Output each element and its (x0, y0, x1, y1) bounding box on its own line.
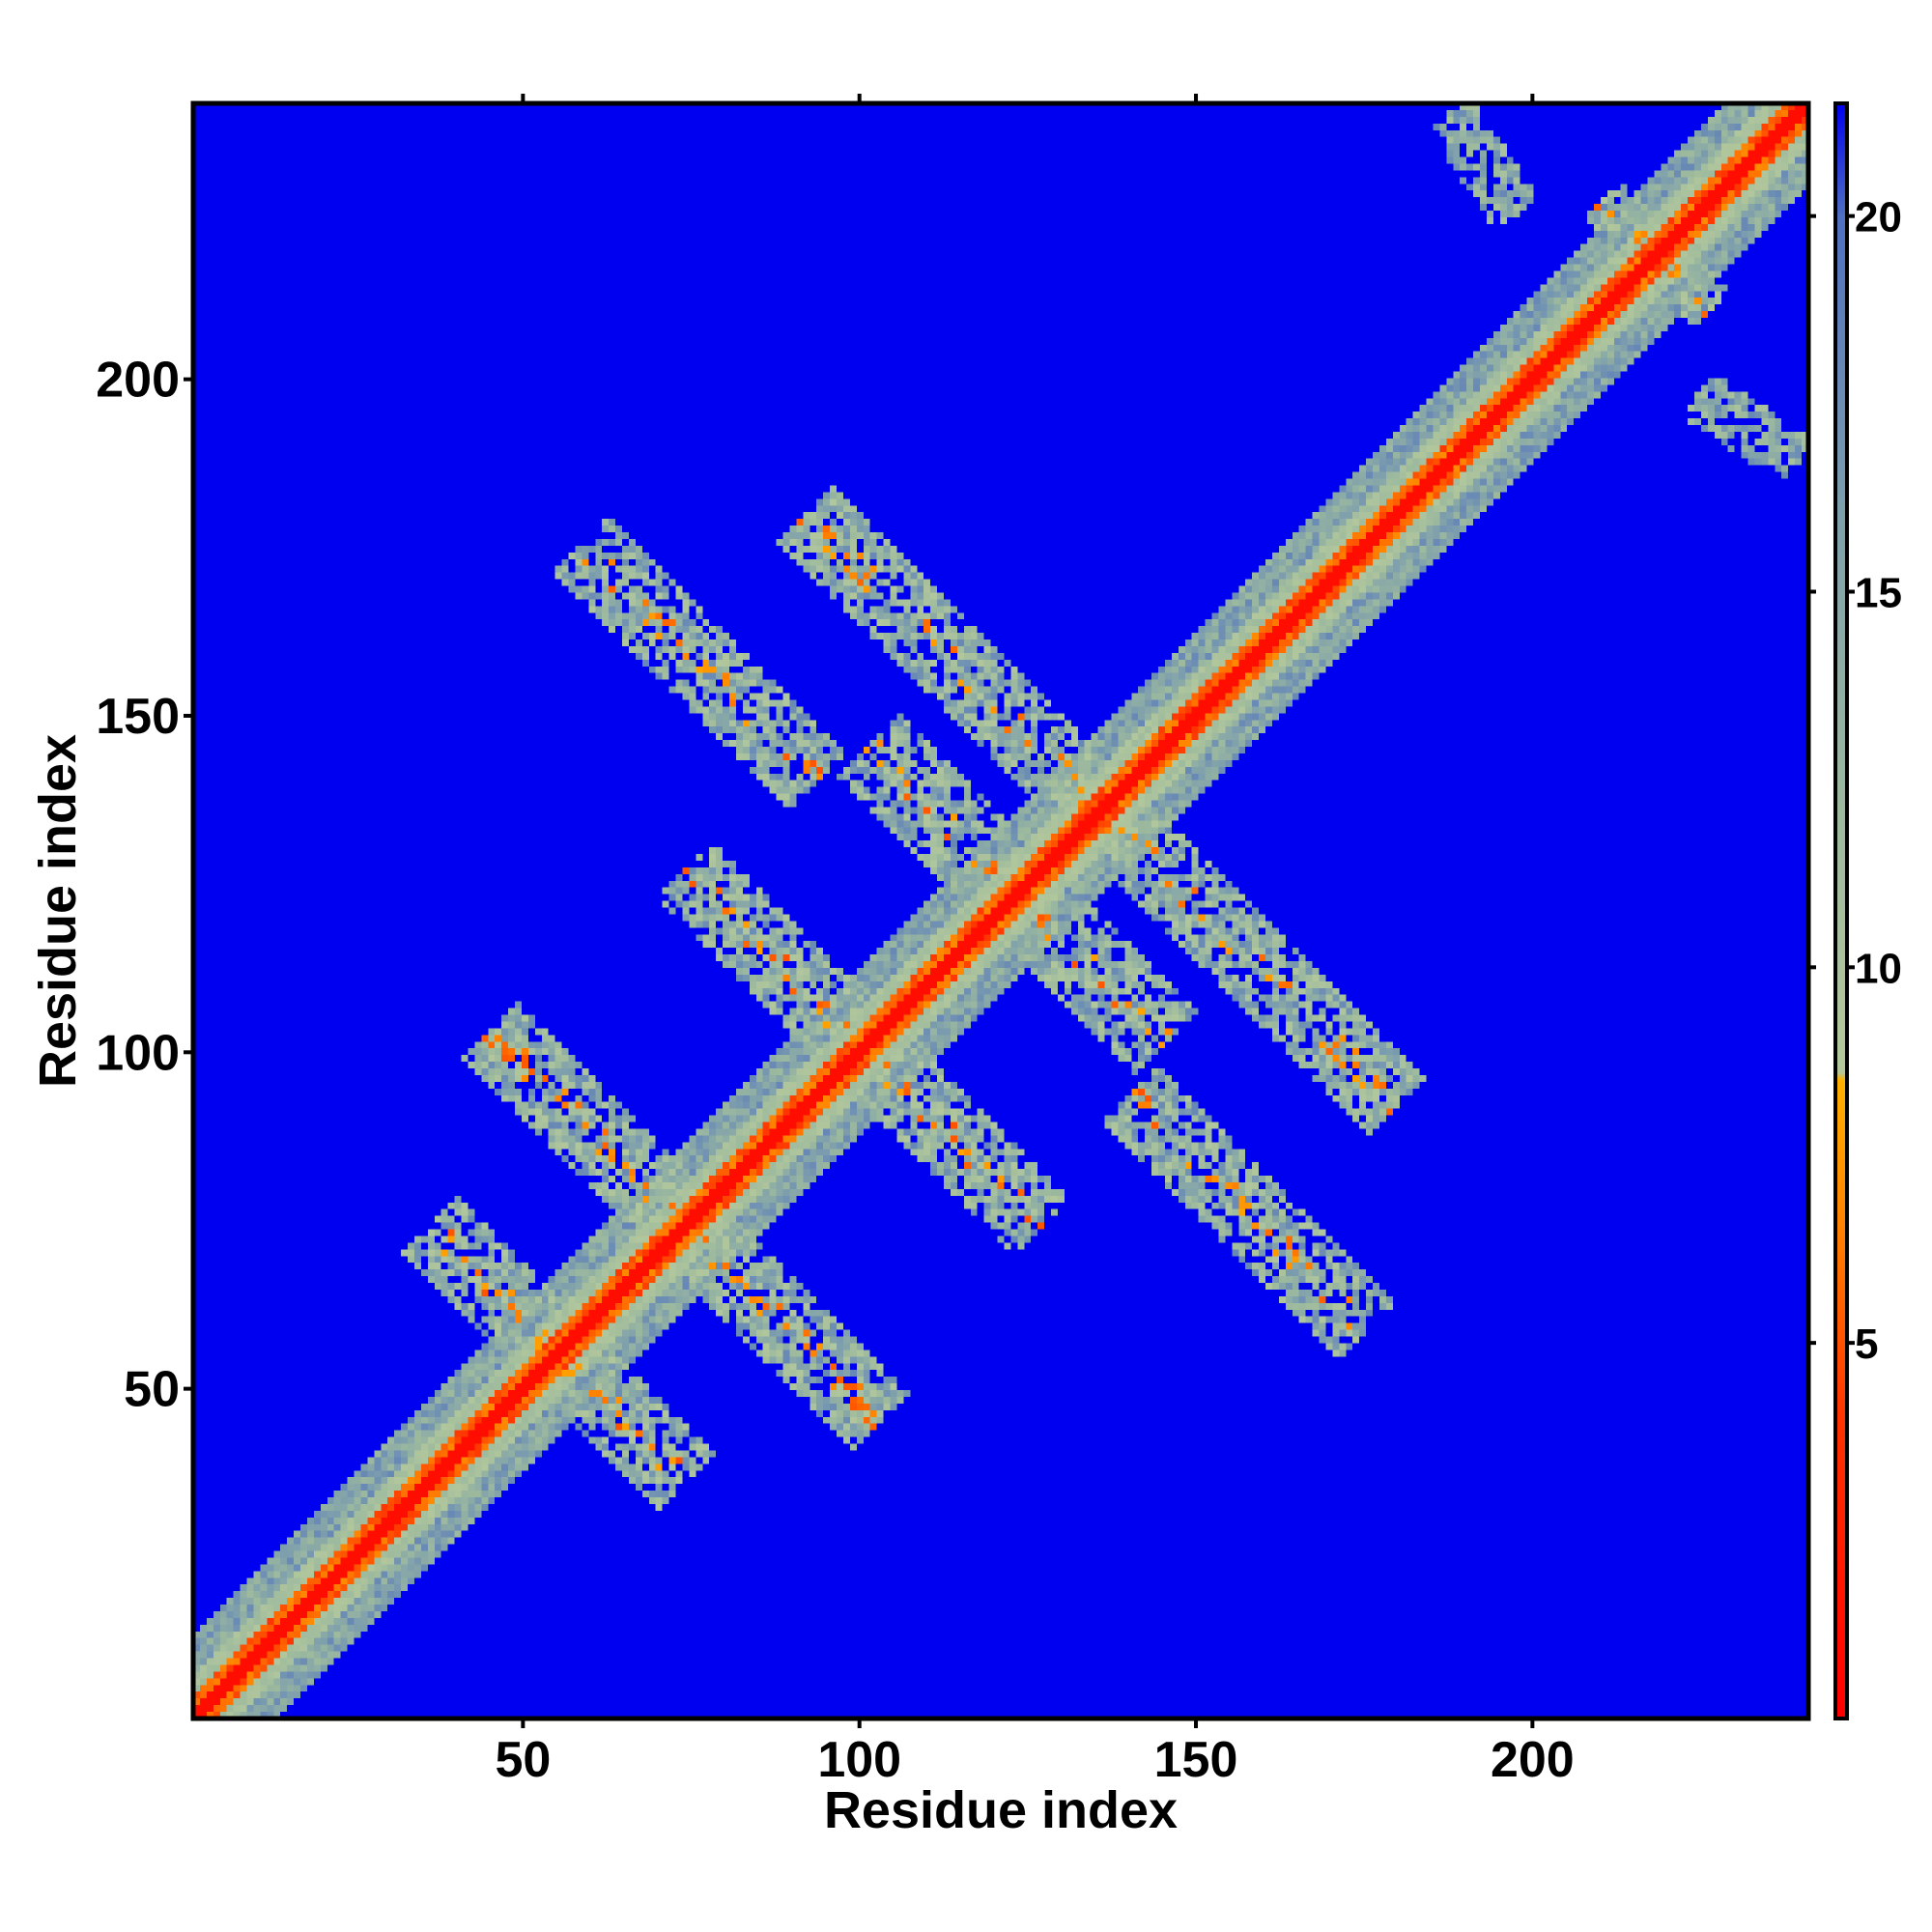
y-tick-label: 100 (96, 1025, 180, 1081)
y-axis-label: Residue index (29, 734, 87, 1088)
x-tick-label: 100 (817, 1732, 901, 1788)
y-axis: 50 100 150 200 (96, 353, 193, 1418)
x-tick-label: 150 (1154, 1732, 1238, 1788)
y-tick-label: 50 (124, 1362, 180, 1418)
x-tick-label: 200 (1491, 1732, 1575, 1788)
x-tick-label: 50 (495, 1732, 551, 1788)
y-tick-label: 200 (96, 353, 180, 409)
colorbar-tick-label: 10 (1855, 945, 1902, 992)
colorbar-tick-label: 15 (1855, 569, 1902, 616)
colorbar-tick-label: 5 (1855, 1321, 1878, 1368)
colorbar-gradient (1833, 101, 1849, 1720)
x-axis-label: Residue index (824, 1781, 1178, 1839)
plot-frame (190, 100, 1811, 1721)
y-tick-label: 150 (96, 689, 180, 745)
heatmap-cells (193, 103, 1808, 1719)
colorbar: 5 10 15 20 (1808, 101, 1902, 1720)
x-axis: 50 100 150 200 (495, 94, 1575, 1788)
colorbar-tick-label: 20 (1855, 194, 1902, 242)
heatmap-image (193, 103, 1808, 1719)
